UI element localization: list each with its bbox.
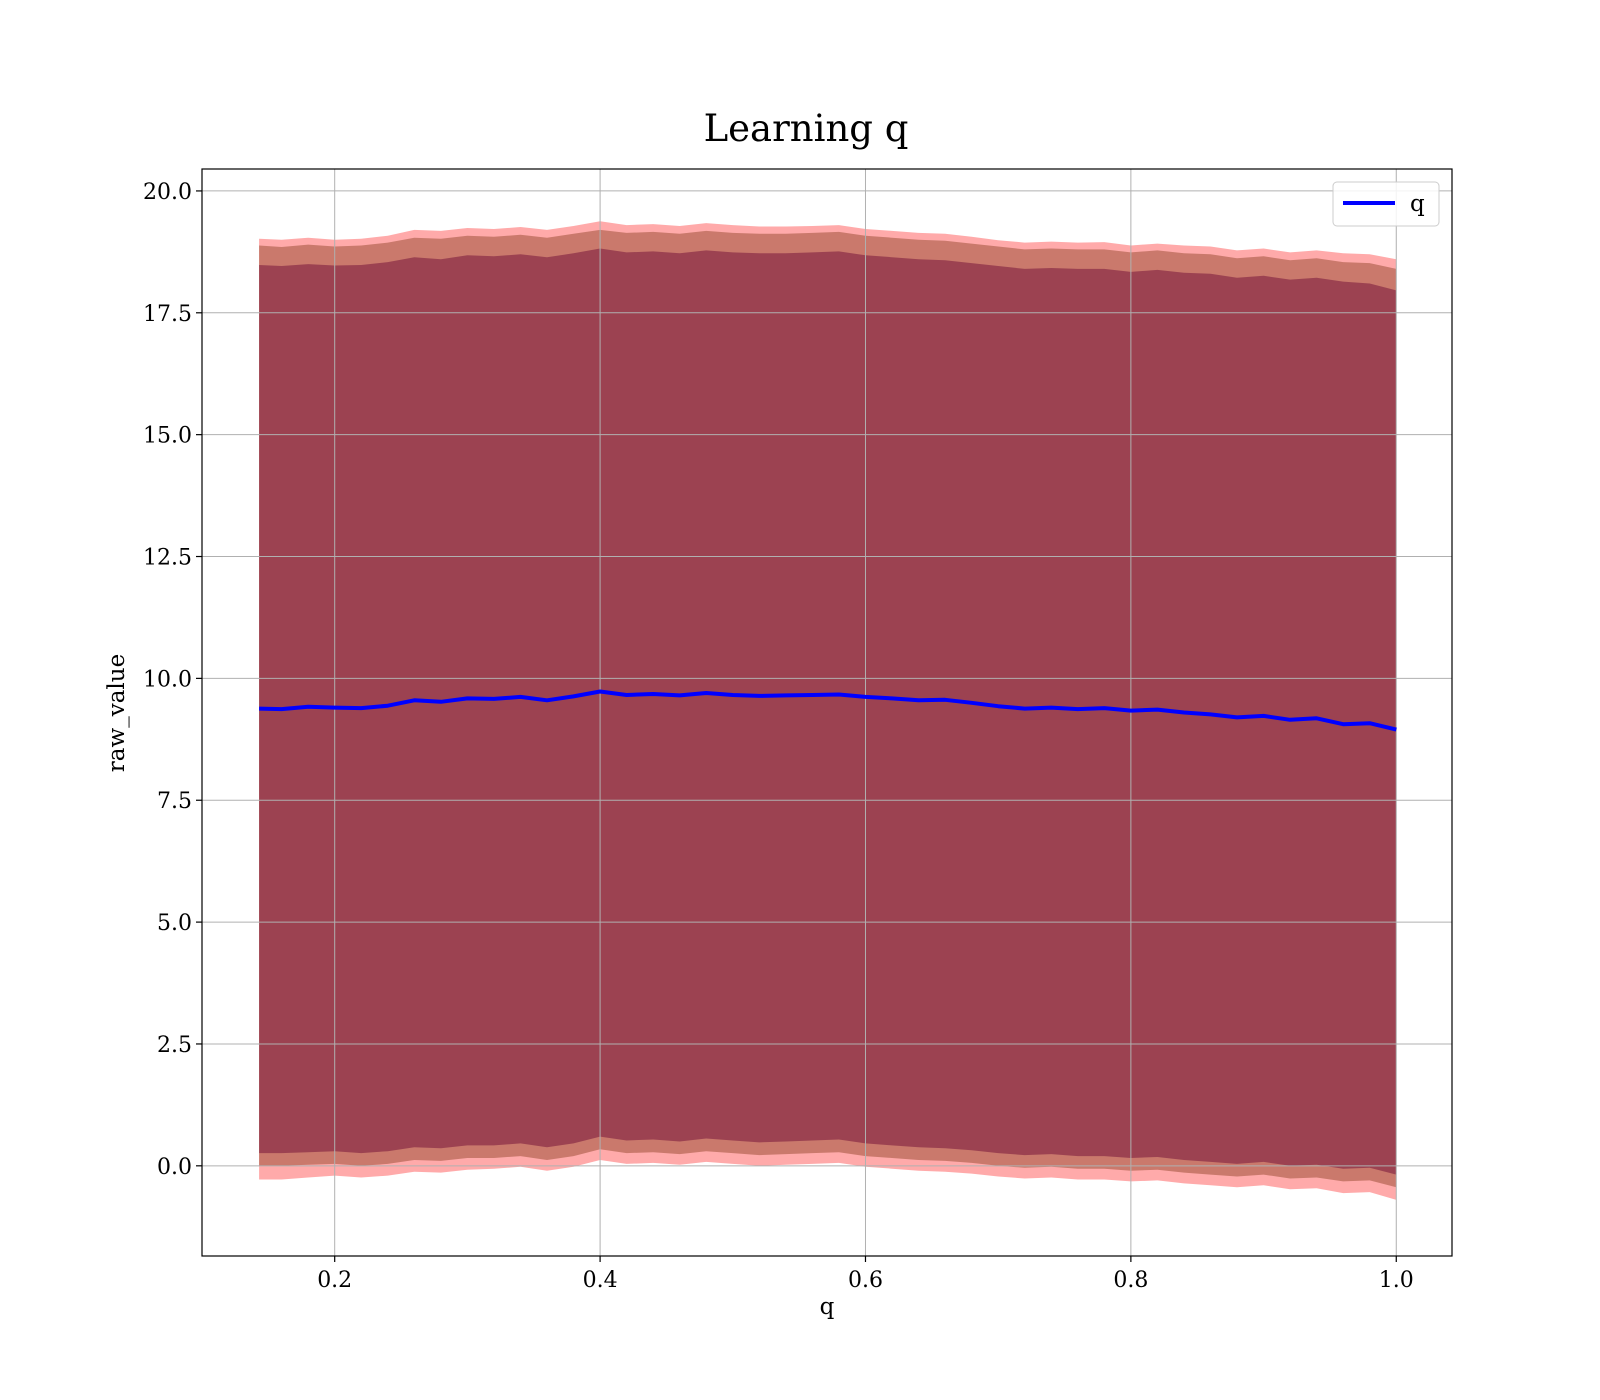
y-tick-label-8: 20.0 — [143, 180, 192, 205]
y-tick-label-7: 17.5 — [143, 302, 192, 327]
y-tick-label-2: 5.0 — [157, 911, 192, 936]
y-tick-label-3: 7.5 — [157, 789, 192, 814]
band-0 — [259, 221, 1397, 1200]
y-axis-label: raw_value — [104, 654, 130, 772]
band-2 — [259, 248, 1397, 1175]
x-tick-label-2: 0.6 — [848, 1268, 883, 1293]
x-axis-ticks: 0.2 0.4 0.6 0.8 1.0 — [317, 1256, 1414, 1293]
y-tick-label-5: 12.5 — [143, 546, 192, 571]
y-tick-label-1: 2.5 — [157, 1033, 192, 1058]
y-tick-label-4: 10.0 — [143, 667, 192, 692]
x-tick-label-4: 1.0 — [1379, 1268, 1414, 1293]
confidence-bands — [259, 221, 1397, 1200]
x-tick-label-1: 0.4 — [583, 1268, 618, 1293]
x-tick-label-3: 0.8 — [1113, 1268, 1148, 1293]
x-axis-label: q — [820, 1294, 835, 1320]
x-tick-label-0: 0.2 — [317, 1268, 352, 1293]
plot-frame — [201, 168, 1453, 1257]
y-axis-ticks: 0.0 2.5 5.0 7.5 10.0 12.5 15.0 17.5 20.0 — [143, 180, 202, 1180]
y-tick-label-0: 0.0 — [157, 1155, 192, 1180]
legend-label-q: q — [1410, 191, 1425, 217]
grid — [202, 169, 1452, 1256]
series-lines — [259, 689, 1397, 732]
y-tick-label-6: 15.0 — [143, 424, 192, 449]
series-line-q — [259, 689, 1397, 732]
legend: q — [1332, 181, 1440, 227]
band-1 — [259, 229, 1397, 1188]
chart-title: Learning q — [704, 107, 909, 150]
